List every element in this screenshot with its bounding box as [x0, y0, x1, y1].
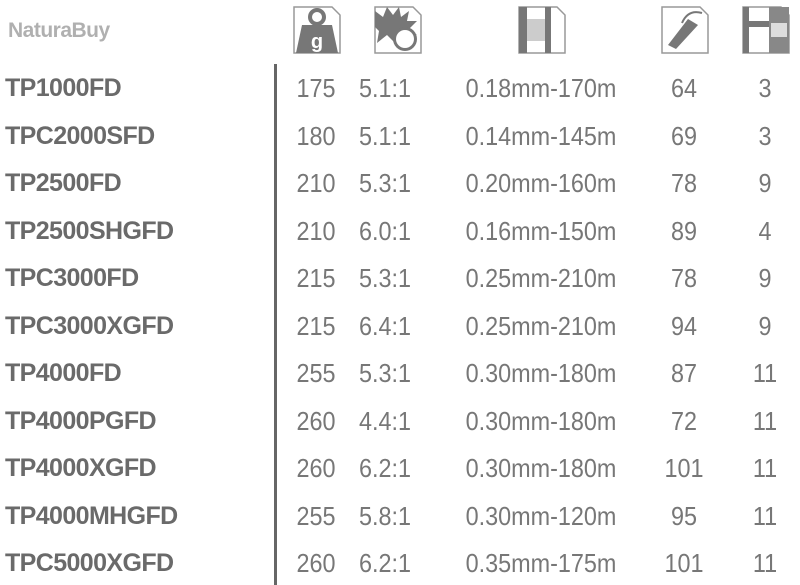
- weight-value: 260: [296, 548, 336, 578]
- weight-value: 215: [296, 263, 336, 293]
- ratio-value: 5.1:1: [358, 120, 412, 151]
- retrieve-value: 95: [670, 500, 698, 531]
- weight-unit-label: g: [311, 31, 323, 53]
- table-row: TP4000PGFD 260 4.4:1 0.30mm-180m 72 11: [0, 401, 800, 441]
- model-name: TP4000XGFD: [5, 454, 157, 482]
- table-row: TPC5000XGFD 260 6.2:1 0.35mm-175m 101 11: [0, 543, 800, 583]
- line-value: 0.20mm-160m: [465, 168, 617, 198]
- model-name: TP4000FD: [5, 359, 122, 387]
- table-row: TPC2000SFD 180 5.1:1 0.14mm-145m 69 3: [0, 116, 800, 156]
- bearings-value: 9: [758, 263, 772, 293]
- weight-value: 210: [296, 168, 336, 198]
- column-divider: [274, 64, 277, 585]
- gear-ratio-icon: [374, 6, 422, 54]
- weight-value: 175: [296, 73, 336, 103]
- model-name: TPC3000XGFD: [5, 311, 174, 340]
- ratio-value: 5.1:1: [358, 73, 412, 103]
- table-row: TP4000XGFD 260 6.2:1 0.30mm-180m 101 11: [0, 448, 800, 488]
- table-row: TPC3000FD 215 5.3:1 0.25mm-210m 78 9: [0, 258, 800, 298]
- bearings-value: 11: [752, 548, 778, 578]
- line-value: 0.30mm-180m: [465, 358, 617, 388]
- table-row: TP2500FD 210 5.3:1 0.20mm-160m 78 9: [0, 163, 800, 203]
- line-value: 0.16mm-150m: [465, 215, 617, 246]
- ratio-value: 5.3:1: [358, 263, 412, 293]
- bearings-value: 9: [758, 168, 772, 198]
- retrieve-value: 78: [670, 263, 698, 293]
- weight-value: 255: [296, 500, 336, 531]
- retrieve-value: 69: [670, 120, 698, 151]
- model-name: TPC2000SFD: [5, 121, 155, 150]
- line-value: 0.30mm-180m: [465, 405, 617, 436]
- weight-value: 210: [296, 215, 336, 246]
- table-row: TP1000FD 175 5.1:1 0.18mm-170m 64 3: [0, 68, 800, 108]
- line-value: 0.18mm-170m: [465, 73, 617, 103]
- line-value: 0.30mm-180m: [465, 453, 617, 483]
- table-row: TP2500SHGFD 210 6.0:1 0.16mm-150m 89 4: [0, 211, 800, 251]
- line-value: 0.30mm-120m: [465, 500, 617, 531]
- bearings-value: 9: [758, 310, 772, 341]
- bearings-value: 11: [752, 358, 778, 388]
- table-row: TPC3000XGFD 215 6.4:1 0.25mm-210m 94 9: [0, 306, 800, 346]
- bearings-value: 11: [752, 453, 778, 483]
- ratio-value: 6.2:1: [358, 453, 412, 483]
- retrieve-handle-icon: [661, 6, 709, 54]
- model-name: TPC5000XGFD: [5, 549, 174, 577]
- line-value: 0.25mm-210m: [465, 263, 617, 293]
- model-name: TP2500FD: [5, 169, 122, 197]
- weight-value: 255: [296, 358, 336, 388]
- retrieve-value: 94: [670, 310, 698, 341]
- weight-value: 180: [296, 120, 336, 151]
- ratio-value: 5.3:1: [358, 168, 412, 198]
- bearings-value: 3: [758, 73, 772, 103]
- weight-value: 260: [296, 405, 336, 436]
- retrieve-value: 72: [670, 405, 698, 436]
- bearings-value: 4: [758, 215, 772, 246]
- weight-value: 260: [296, 453, 336, 483]
- ratio-value: 4.4:1: [358, 405, 412, 436]
- model-name: TP4000MHGFD: [5, 501, 178, 530]
- model-name: TP1000FD: [5, 74, 122, 102]
- retrieve-value: 87: [670, 358, 698, 388]
- retrieve-value: 64: [670, 73, 698, 103]
- ratio-value: 6.4:1: [358, 310, 412, 341]
- retrieve-value: 101: [664, 548, 704, 578]
- table-row: TP4000FD 255 5.3:1 0.30mm-180m 87 11: [0, 353, 800, 393]
- ratio-value: 5.8:1: [358, 500, 412, 531]
- line-capacity-icon: [518, 6, 566, 54]
- retrieve-value: 89: [670, 215, 698, 246]
- weight-icon: g: [293, 6, 341, 54]
- ratio-value: 6.2:1: [358, 548, 412, 578]
- bearings-value: 11: [752, 405, 778, 436]
- model-name: TP4000PGFD: [5, 406, 157, 435]
- retrieve-value: 78: [670, 168, 698, 198]
- line-value: 0.14mm-145m: [465, 120, 617, 151]
- model-name: TPC3000FD: [5, 264, 139, 292]
- ratio-value: 6.0:1: [358, 215, 412, 246]
- table-row: TP4000MHGFD 255 5.8:1 0.30mm-120m 95 11: [0, 496, 800, 536]
- retrieve-value: 101: [664, 453, 704, 483]
- line-value: 0.25mm-210m: [465, 310, 617, 341]
- bearings-icon: [742, 6, 790, 54]
- bearings-value: 3: [758, 120, 772, 151]
- watermark: NaturaBuy: [8, 19, 110, 42]
- model-name: TP2500SHGFD: [5, 216, 174, 245]
- line-value: 0.35mm-175m: [465, 548, 617, 578]
- ratio-value: 5.3:1: [358, 358, 412, 388]
- bearings-value: 11: [752, 500, 778, 531]
- weight-value: 215: [296, 310, 336, 341]
